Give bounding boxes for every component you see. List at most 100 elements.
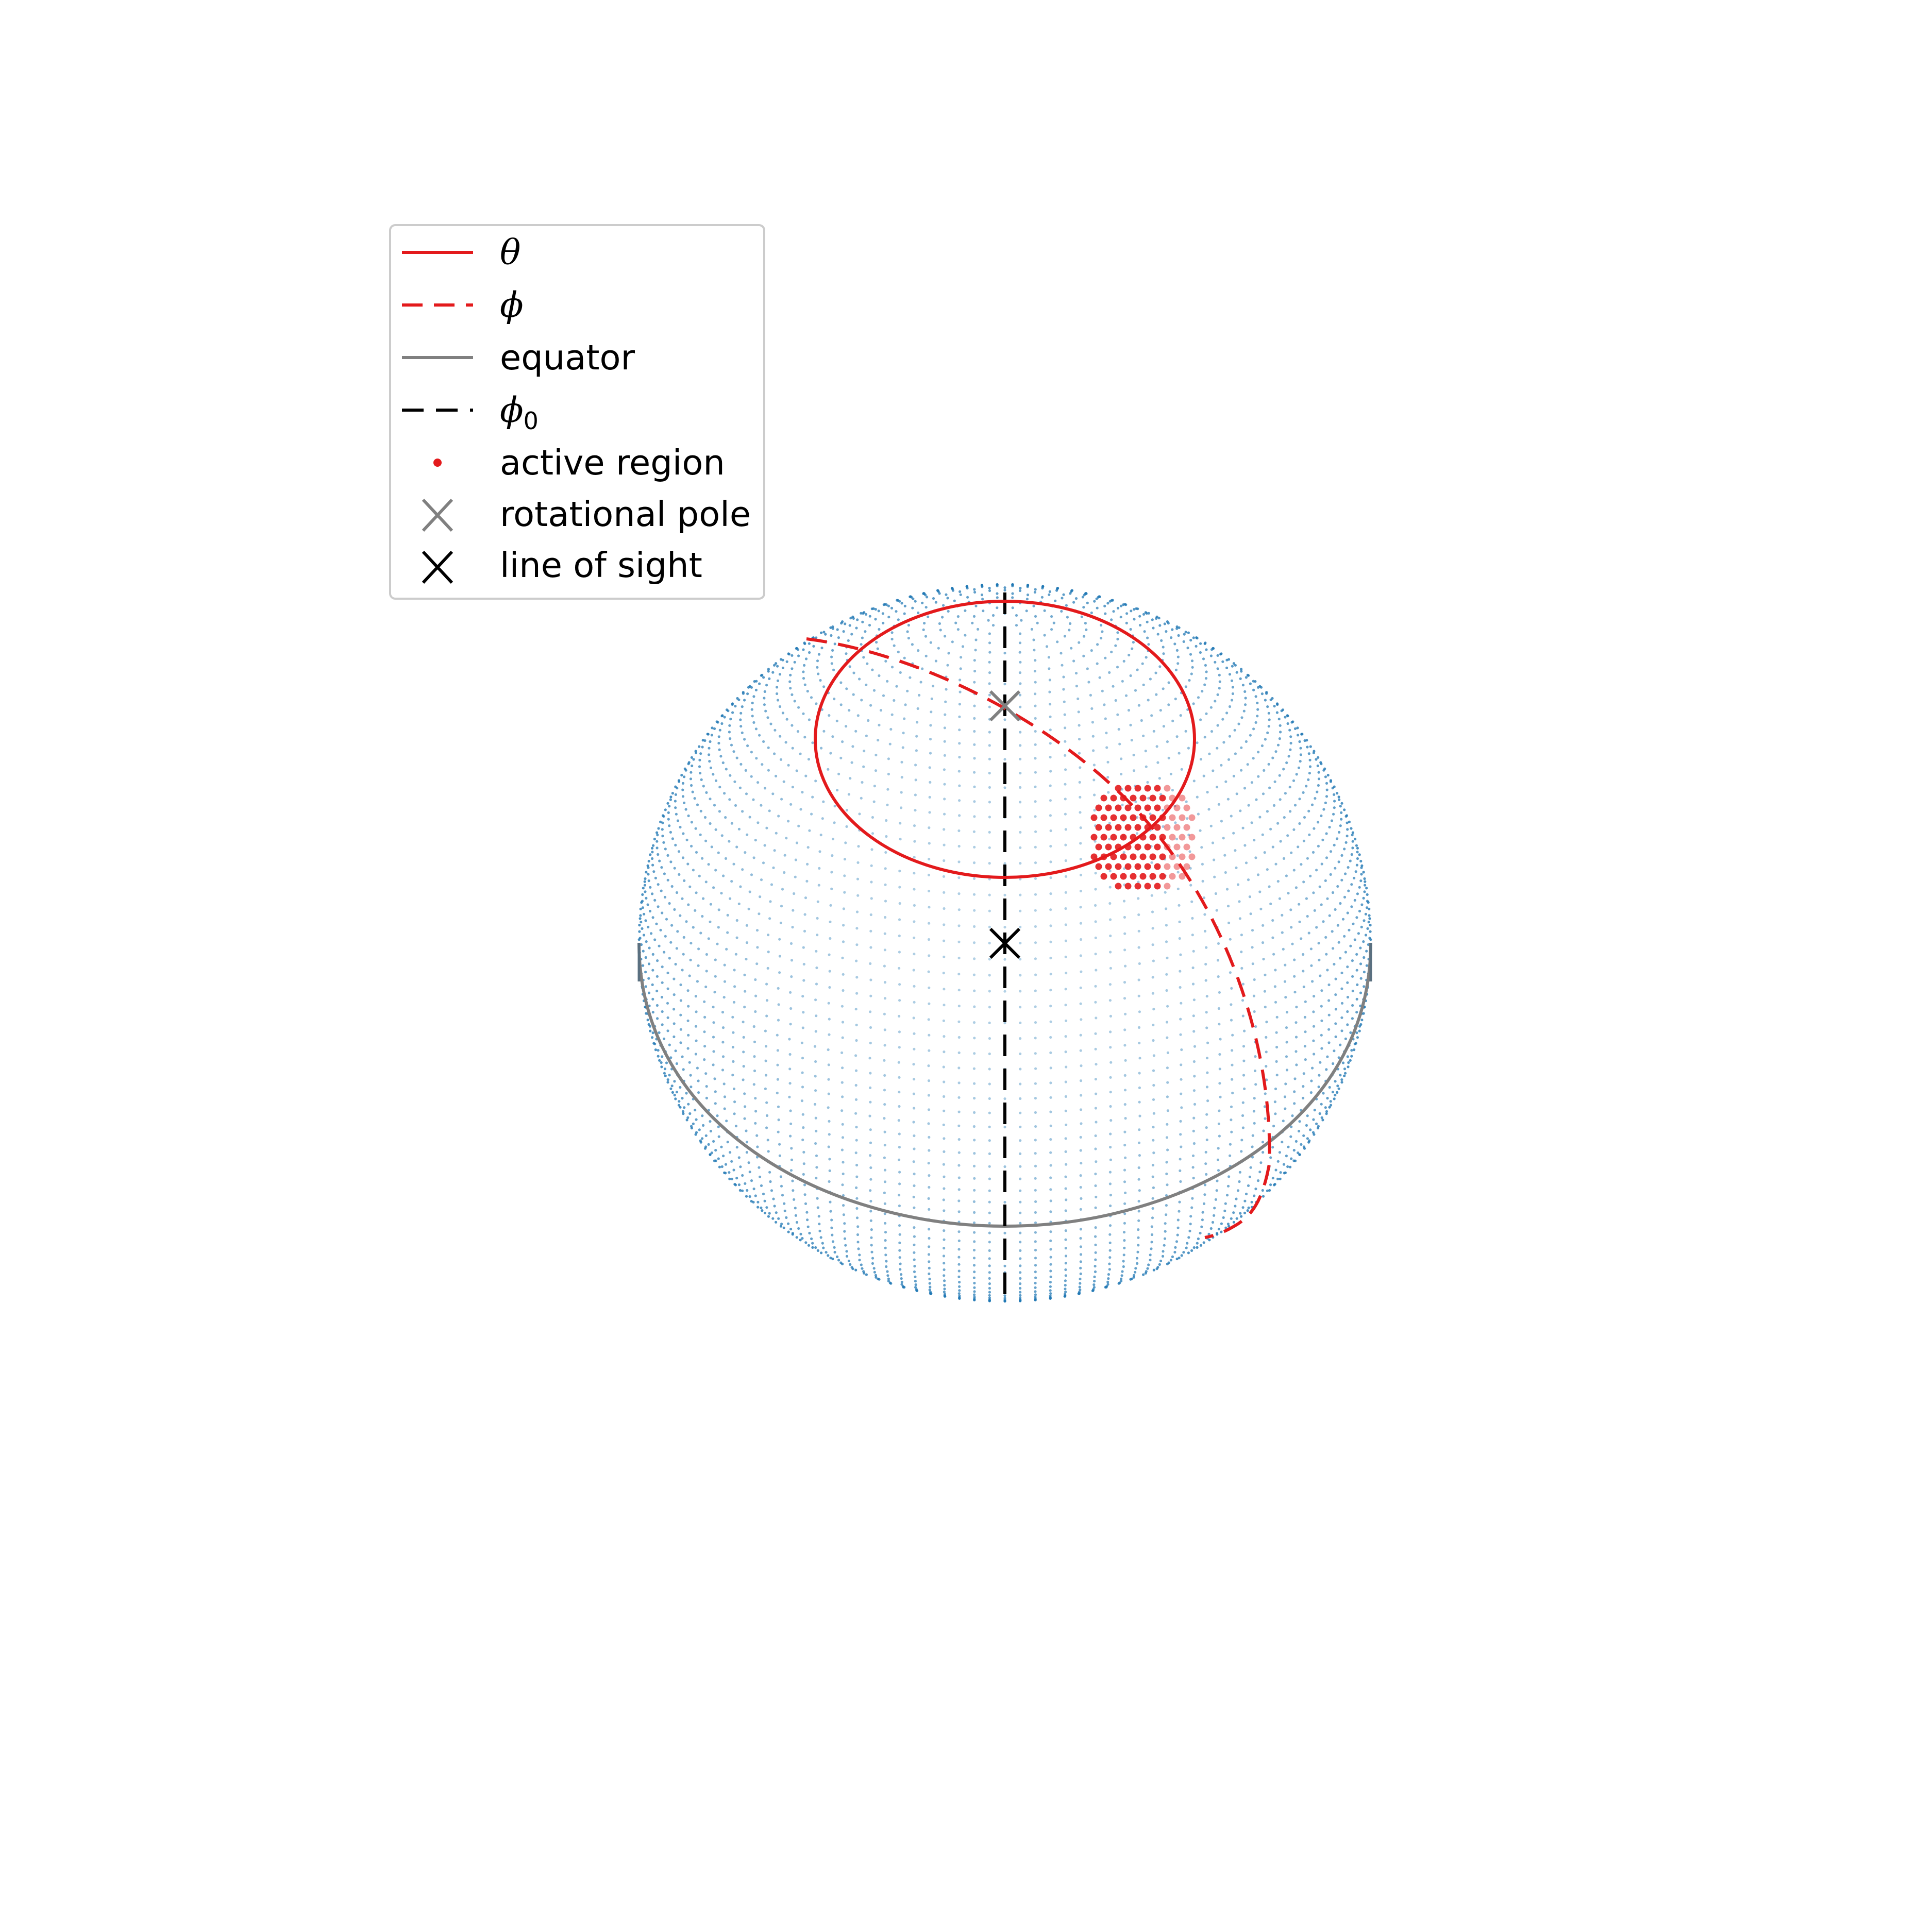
sphere-point [800,1099,803,1103]
sphere-point [839,703,843,706]
sphere-point [828,1133,831,1136]
sphere-point [887,604,890,607]
sphere-point [1256,715,1259,718]
sphere-point [725,768,728,771]
sphere-point [1019,1294,1022,1297]
sphere-point [1138,623,1142,627]
sphere-point [1369,924,1372,927]
sphere-point [1234,752,1237,755]
sphere-point [966,587,969,590]
sphere-point [1248,1175,1251,1178]
sphere-point [641,927,644,930]
sphere-point [674,962,677,966]
sphere-point [802,1173,805,1176]
sphere-point [918,693,921,697]
sphere-point [927,938,931,941]
sphere-point [750,708,753,711]
sphere-point [1334,867,1337,870]
sphere-point [1311,1131,1315,1134]
sphere-point [789,687,792,690]
sphere-point [1167,703,1170,706]
sphere-point [1033,590,1036,594]
sphere-point [988,1294,991,1297]
sphere-point [1230,1130,1233,1133]
sphere-point [1100,623,1103,627]
sphere-point [1293,804,1297,807]
sphere-point [864,630,867,633]
sphere-point [1094,1147,1097,1150]
sphere-point [1093,793,1096,796]
sphere-point [773,849,776,852]
sphere-point [1049,1066,1052,1070]
sphere-point [850,761,853,764]
sphere-point [1238,1180,1241,1183]
sphere-point [943,1287,946,1291]
sphere-point [988,1282,991,1285]
sphere-point [1250,821,1253,824]
sphere-point [646,864,649,867]
sphere-point [712,773,715,776]
sphere-point [844,1244,847,1247]
sphere-point [1125,621,1128,624]
sphere-point [1304,1030,1307,1033]
sphere-point [1202,1202,1206,1205]
sphere-point [1064,843,1067,846]
sphere-point [973,704,976,707]
sphere-point [855,1039,858,1042]
sphere-point [1064,1229,1067,1232]
sphere-point [942,1163,945,1166]
sphere-point [653,838,656,841]
sphere-point [1347,866,1350,869]
sphere-point [882,621,885,624]
sphere-point [833,698,836,701]
sphere-point [1137,880,1140,884]
sphere-point [928,1289,931,1292]
sphere-point [924,594,927,597]
sphere-point [1080,1064,1083,1067]
sphere-point [1065,1198,1068,1201]
sphere-point [912,597,915,600]
sphere-point [1258,1171,1262,1174]
sphere-point [696,1066,699,1070]
sphere-point [1282,1120,1285,1123]
sphere-point [929,1285,932,1289]
active-region-point [1154,883,1161,890]
sphere-point [1236,1189,1240,1192]
sphere-point [1364,912,1367,916]
sphere-point [852,671,855,674]
sphere-point [830,662,833,665]
sphere-point [1351,840,1354,843]
sphere-point [1265,1050,1268,1054]
sphere-point [690,1086,693,1089]
sphere-point [1229,938,1232,941]
sphere-point [862,765,865,768]
sphere-point [686,862,690,866]
sphere-point [793,892,796,895]
sphere-point [855,1197,859,1200]
sphere-point [883,1191,886,1194]
sphere-point [927,1094,930,1097]
sphere-point [1049,940,1052,943]
sphere-point [1289,908,1292,911]
sphere-point [870,848,873,851]
sphere-point [664,808,667,811]
sphere-point [1019,1296,1022,1299]
sphere-point [808,829,811,832]
sphere-point [1369,930,1372,933]
sphere-point [795,841,799,844]
sphere-point [745,1195,748,1198]
sphere-point [1064,1187,1067,1190]
sphere-point [708,753,711,756]
sphere-point [869,1178,872,1181]
sphere-point [660,1065,663,1069]
sphere-point [670,924,674,927]
sphere-point [1184,631,1187,634]
sphere-point [1229,1154,1232,1157]
sphere-point [1235,792,1238,795]
sphere-point [1285,1011,1289,1014]
sphere-point [943,812,946,816]
active-region-point [1144,824,1151,831]
sphere-point [1034,941,1037,944]
sphere-point [1298,1120,1301,1123]
sphere-point [723,716,726,719]
